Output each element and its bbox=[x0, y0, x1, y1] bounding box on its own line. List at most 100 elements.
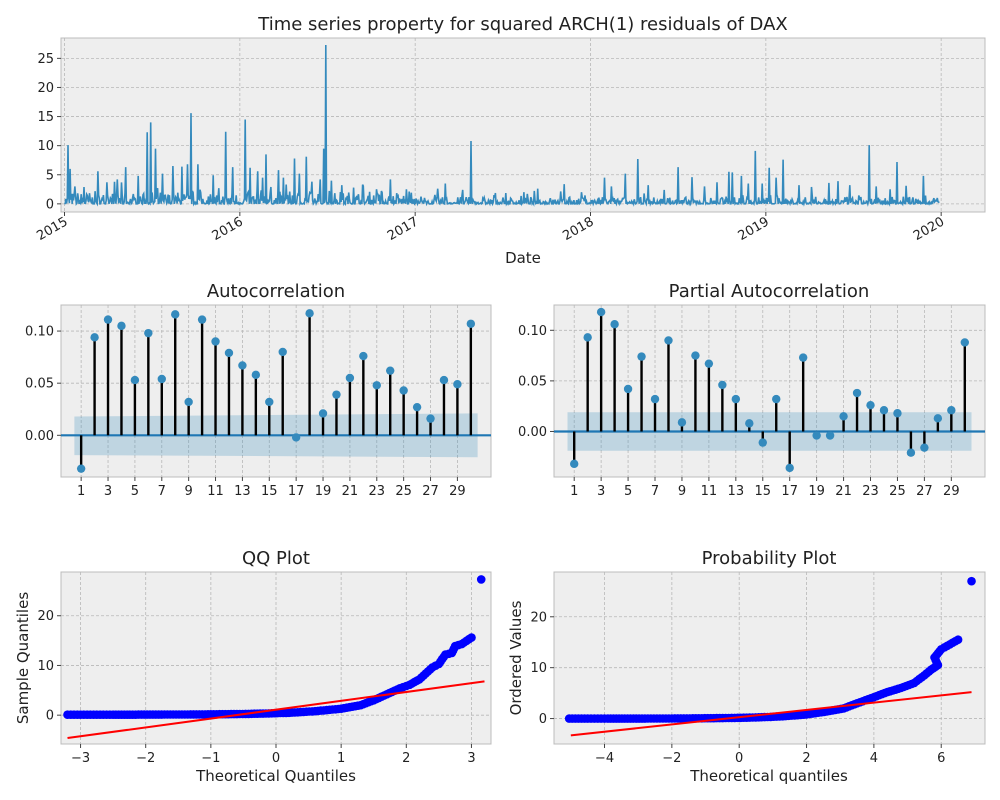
stem-marker bbox=[251, 370, 261, 380]
x-tick-label: 1 bbox=[77, 484, 85, 499]
timeseries-line bbox=[64, 44, 940, 207]
reference-line bbox=[570, 691, 972, 737]
x-tick-label: 2019 bbox=[736, 214, 772, 244]
y-tick-label: 20 bbox=[37, 81, 54, 96]
pacf-plot-area bbox=[553, 304, 986, 478]
stem-marker bbox=[278, 347, 287, 357]
stem-marker bbox=[426, 414, 435, 423]
x-tick-label: 0 bbox=[272, 751, 280, 766]
stem-marker bbox=[332, 390, 341, 399]
stem-marker bbox=[130, 375, 140, 385]
x-tick-label: 2015 bbox=[34, 214, 70, 244]
stem-marker bbox=[879, 406, 889, 415]
stem-marker bbox=[412, 402, 422, 412]
y-tick-label: 10 bbox=[37, 139, 54, 154]
x-tick-label: 29 bbox=[943, 484, 960, 499]
stem-marker bbox=[103, 315, 113, 324]
stem-marker bbox=[305, 309, 314, 318]
stem-marker bbox=[852, 388, 862, 398]
x-tick-label: −1 bbox=[201, 751, 220, 766]
stem-marker bbox=[76, 464, 86, 473]
probplot-title: Probability Plot bbox=[702, 548, 837, 569]
stem-marker bbox=[623, 384, 633, 394]
stem-marker bbox=[211, 337, 220, 346]
acf-title: Autocorrelation bbox=[207, 281, 345, 302]
stem-marker bbox=[785, 463, 794, 473]
y-tick-label: 0.05 bbox=[518, 374, 547, 389]
pacf-marks: 1 3 5 7 9 11 13 15 17 19 21 23 25 27 290.000.050.10 bbox=[518, 305, 985, 499]
probplot-ylabel: Ordered Values bbox=[507, 600, 525, 715]
stem-marker bbox=[399, 386, 408, 395]
qq-ylabel: Sample Quantiles bbox=[14, 592, 32, 724]
x-tick-label: 7 bbox=[651, 484, 659, 499]
y-tick-label: 20 bbox=[37, 609, 54, 624]
qq-title: QQ Plot bbox=[242, 548, 310, 569]
x-tick-label: 19 bbox=[808, 484, 825, 499]
stem-marker bbox=[318, 409, 328, 418]
stem-marker bbox=[224, 348, 234, 358]
stem-marker bbox=[866, 400, 875, 410]
x-tick-label: 11 bbox=[701, 484, 718, 499]
x-tick-label: 2 bbox=[402, 751, 410, 766]
stem-marker bbox=[570, 459, 579, 469]
x-tick-label: 9 bbox=[678, 484, 686, 499]
x-tick-label: 1 bbox=[337, 751, 345, 766]
x-tick-label: 2017 bbox=[385, 214, 421, 244]
y-tick-label: 0.05 bbox=[25, 377, 54, 392]
x-tick-label: 2 bbox=[802, 751, 810, 766]
stem-marker bbox=[265, 397, 274, 407]
qq-marks: −3 −2 −1 0 1 2 3 0 10 20 bbox=[37, 572, 491, 766]
probplot-xlabel: Theoretical quantiles bbox=[689, 767, 848, 785]
stem-marker bbox=[920, 443, 929, 452]
y-tick-label: 10 bbox=[37, 659, 54, 674]
stem-marker bbox=[453, 380, 462, 389]
y-tick-label: 15 bbox=[37, 110, 54, 125]
x-tick-label: 13 bbox=[234, 484, 251, 499]
x-tick-label: 25 bbox=[889, 484, 906, 499]
pacf-title: Partial Autocorrelation bbox=[669, 281, 870, 302]
stem-marker bbox=[238, 361, 247, 370]
x-tick-label: 5 bbox=[624, 484, 632, 499]
x-tick-label: −4 bbox=[595, 751, 614, 766]
probplot-panel: Probability Plot −4 −2 0 2 4 6 0 10 20 Theoretic… bbox=[507, 548, 986, 785]
stem-marker bbox=[439, 375, 449, 385]
stem-marker bbox=[184, 397, 193, 407]
x-tick-label: 23 bbox=[862, 484, 879, 499]
stem-marker bbox=[947, 406, 956, 415]
sample-point bbox=[467, 633, 476, 642]
sample-point bbox=[967, 576, 976, 586]
x-tick-label: 3 bbox=[104, 484, 112, 499]
pacf-panel: Partial Autocorrelation 1 3 5 7 9 11 13 15 17 19 2… bbox=[518, 281, 986, 499]
acf-panel: Autocorrelation 1 3 5 7 9 11 13 15 17 19 21 23 25 27 2… bbox=[25, 281, 492, 499]
acf-plot-area bbox=[60, 304, 492, 478]
x-tick-label: 15 bbox=[754, 484, 771, 499]
stem-marker bbox=[650, 394, 660, 404]
x-tick-label: 2020 bbox=[911, 214, 947, 244]
stem-marker bbox=[345, 373, 355, 383]
sample-point bbox=[476, 575, 486, 584]
x-tick-label: 25 bbox=[395, 484, 412, 499]
stem-marker bbox=[893, 409, 902, 418]
x-tick-label: 5 bbox=[131, 484, 139, 499]
stem-marker bbox=[812, 431, 821, 440]
x-tick-label: 2018 bbox=[560, 214, 596, 244]
stem-marker bbox=[906, 448, 916, 457]
x-tick-label: 9 bbox=[185, 484, 193, 499]
stem-marker bbox=[386, 366, 395, 375]
y-tick-label: 5 bbox=[46, 168, 54, 183]
stem-marker bbox=[372, 381, 381, 390]
stem-marker bbox=[90, 333, 99, 342]
stem-marker bbox=[117, 321, 126, 331]
x-tick-label: 27 bbox=[916, 484, 933, 499]
y-tick-label: 0.10 bbox=[518, 324, 547, 339]
x-tick-label: 7 bbox=[158, 484, 166, 499]
x-tick-label: 17 bbox=[781, 484, 798, 499]
stem-marker bbox=[933, 414, 943, 423]
y-tick-label: 0.00 bbox=[25, 429, 54, 444]
stem-marker bbox=[596, 307, 606, 317]
stem-marker bbox=[466, 319, 476, 328]
y-tick-label: 0 bbox=[46, 709, 54, 724]
y-tick-label: 0.10 bbox=[25, 325, 54, 340]
timeseries-xlabel: Date bbox=[505, 249, 541, 267]
